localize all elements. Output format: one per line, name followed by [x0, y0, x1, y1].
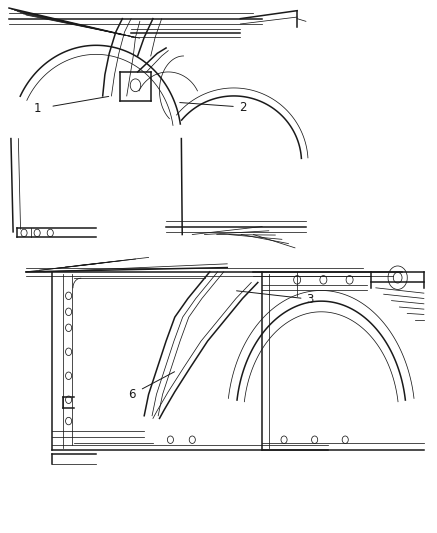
- Text: 1: 1: [33, 102, 41, 115]
- Text: 2: 2: [239, 101, 246, 114]
- Text: 3: 3: [307, 293, 314, 306]
- Text: 6: 6: [128, 388, 136, 401]
